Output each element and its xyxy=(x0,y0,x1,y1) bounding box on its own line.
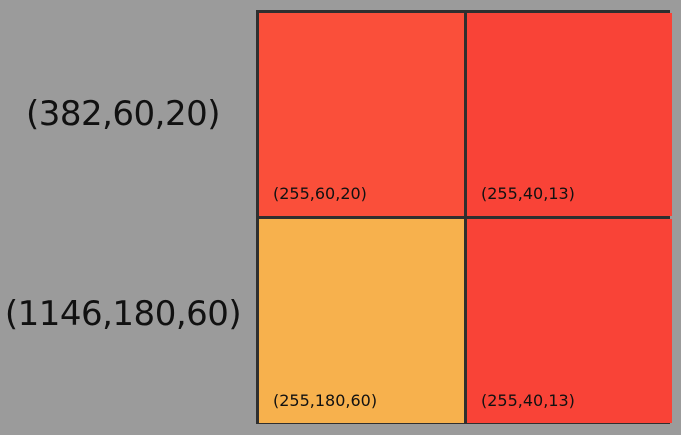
swatch-label-bottom-right: (255,40,13) xyxy=(481,391,575,410)
row-label-bottom: (1146,180,60) xyxy=(4,294,242,334)
swatch-top-right: (255,40,13) xyxy=(467,13,672,216)
swatch-label-top-right: (255,40,13) xyxy=(481,184,575,203)
swatch-bottom-right: (255,40,13) xyxy=(467,219,672,423)
color-grid: (255,60,20) (255,40,13) (255,180,60) (25… xyxy=(256,10,672,424)
swatch-top-left: (255,60,20) xyxy=(259,13,464,216)
swatch-label-bottom-left: (255,180,60) xyxy=(273,391,378,410)
swatch-bottom-left: (255,180,60) xyxy=(259,219,464,423)
swatch-label-top-left: (255,60,20) xyxy=(273,184,367,203)
row-label-top: (382,60,20) xyxy=(25,94,221,134)
